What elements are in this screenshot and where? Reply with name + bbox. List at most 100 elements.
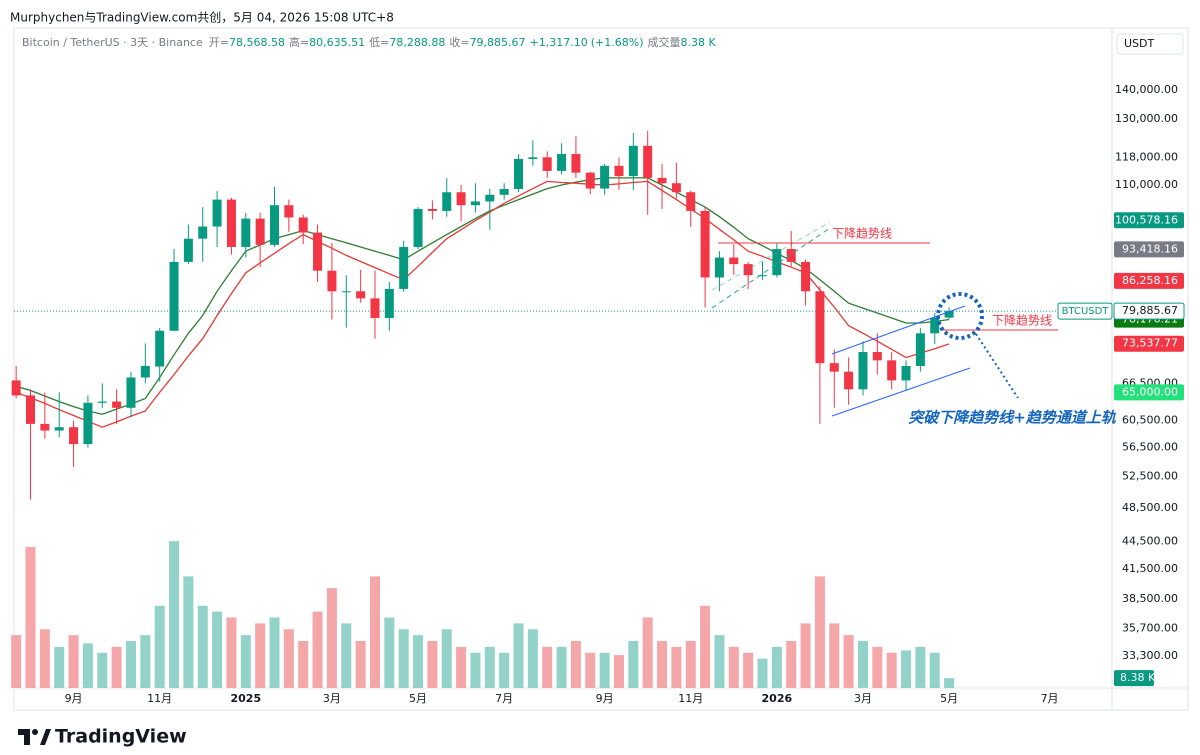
volume-bar (570, 641, 581, 688)
volume-bar (341, 623, 352, 688)
price-marker (1114, 272, 1184, 289)
volume-bar (857, 641, 868, 688)
volume-bar (197, 605, 208, 688)
candle-body (442, 192, 452, 211)
channel-line (711, 227, 831, 309)
volume-bar (542, 646, 553, 688)
candle-body (514, 159, 524, 189)
candle-body (915, 333, 925, 366)
candle-body (930, 317, 940, 334)
legend-field-value: 80,635.51 (309, 36, 365, 49)
candle-body (69, 427, 79, 445)
price-marker-label: 86,258.16 (1122, 274, 1178, 287)
legend-field-name: 低= (369, 36, 389, 49)
annotation: 下降趋势线 (992, 314, 1052, 328)
candle-body (714, 257, 724, 278)
volume-bar (901, 650, 912, 688)
volume-bar (111, 646, 122, 688)
candle-body (241, 218, 251, 247)
volume-bar (54, 646, 65, 688)
brand-logo (18, 729, 51, 745)
y-tick-label: 41,500.00 (1122, 562, 1178, 575)
legend-volume-name: 成交量 (648, 35, 681, 49)
price-marker (1114, 384, 1184, 401)
volume-bar (183, 576, 194, 688)
candle-body (944, 311, 954, 318)
price-marker (1114, 241, 1184, 258)
candle-body (399, 246, 409, 289)
candle-body (528, 157, 538, 160)
x-tick-label: 7月 (1041, 692, 1059, 705)
legend-volume-value: 8.38 K (681, 36, 717, 49)
volume-bar (757, 658, 768, 688)
volume-marker-label: 8.38 K (1120, 671, 1156, 684)
brand: TradingView (55, 726, 187, 748)
candle-body (140, 365, 150, 378)
y-tick-label: 33,300.00 (1122, 649, 1178, 662)
y-tick-label: 52,500.00 (1122, 470, 1178, 483)
volume-bar (355, 641, 366, 688)
legend-field-value: 78,288.88 (389, 36, 445, 49)
legend-field-value: 78,568.58 (229, 36, 285, 49)
currency-label[interactable]: USDT (1124, 37, 1155, 50)
annotation: 下降趋势线 (832, 227, 892, 241)
candle-body (887, 360, 897, 381)
candle-body (270, 205, 280, 245)
volume-bar (140, 635, 151, 688)
volume-bar (599, 652, 610, 688)
volume-bar (97, 652, 108, 688)
volume-bar (125, 641, 136, 688)
volume-bar (441, 629, 452, 688)
price-marker-label: 65,000.00 (1122, 385, 1178, 398)
candle-body (226, 199, 236, 247)
candle-body (198, 226, 208, 239)
candle-body (686, 192, 696, 211)
x-tick-label: 9月 (65, 692, 83, 705)
volume-bar (786, 641, 797, 688)
price-marker-label: 93,418.16 (1122, 242, 1178, 255)
candle-body (671, 183, 681, 193)
candle-body (729, 257, 739, 265)
candle-body (356, 291, 366, 299)
x-tick-label: 9月 (596, 692, 614, 705)
volume-bar (929, 652, 940, 688)
last-price-label: 79,885.67 (1122, 304, 1178, 317)
candle-body (11, 380, 21, 396)
volume-bar (685, 641, 696, 688)
volume-bar (298, 641, 309, 688)
candle-body (657, 177, 667, 184)
candle-body (370, 298, 380, 318)
symbol-tag (1057, 302, 1113, 320)
x-tick-label: 5月 (409, 692, 427, 705)
candle-body (155, 330, 165, 367)
volume-bar (82, 643, 93, 688)
volume-bar (527, 629, 538, 688)
currency-button[interactable] (1116, 33, 1184, 55)
candle-body (585, 172, 595, 189)
candle-body (485, 194, 495, 202)
volume-bar (226, 617, 237, 688)
legend-field-value: 79,885.67 (470, 36, 526, 49)
y-tick-label: 56,500.00 (1122, 441, 1178, 454)
candle-body (872, 352, 882, 361)
x-tick-label: 11月 (678, 692, 703, 705)
volume-bar (499, 652, 510, 688)
volume-bar (556, 646, 567, 688)
candle-body (341, 291, 351, 293)
channel-line (831, 305, 966, 355)
volume-bar (470, 652, 481, 688)
legend-field-name: 高= (289, 35, 309, 49)
x-tick-label: 7月 (495, 692, 513, 705)
volume-bar (369, 576, 380, 688)
candle-body (26, 395, 36, 424)
candle-body (499, 188, 509, 195)
candle-body (255, 218, 265, 245)
y-tick-label: 60,500.00 (1122, 414, 1178, 427)
y-tick-label: 110,000.00 (1115, 178, 1178, 191)
volume-bar (642, 617, 653, 688)
logo-icon (40, 729, 51, 745)
candle-body (643, 145, 653, 178)
legend-field-name: 开= (209, 36, 229, 49)
